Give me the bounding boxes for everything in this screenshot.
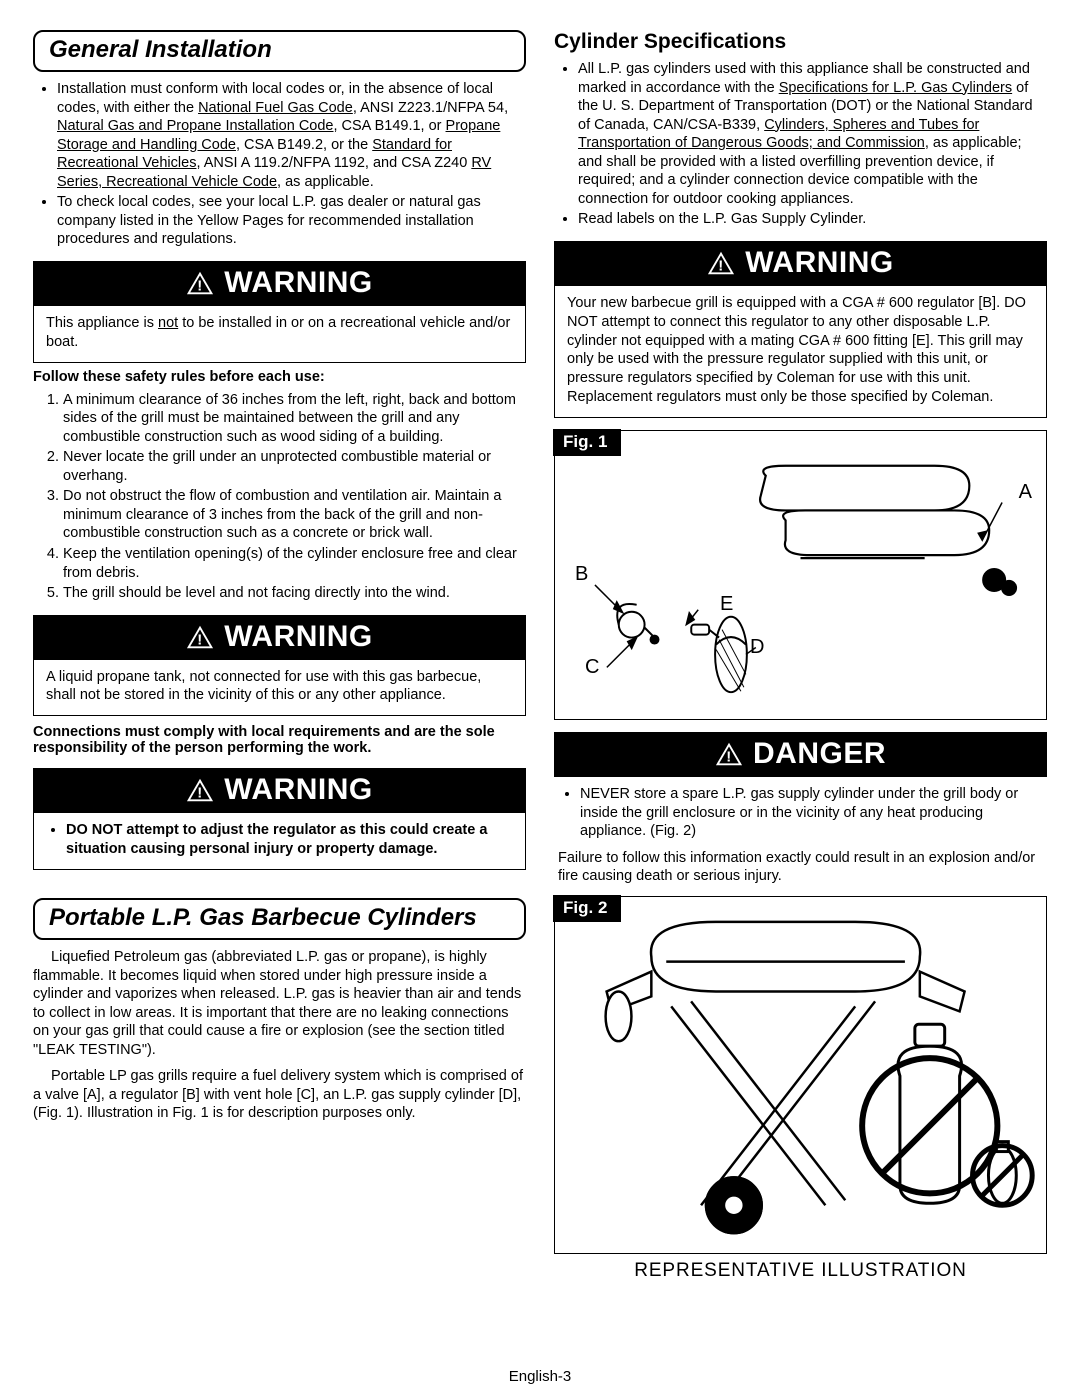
warning-body: Your new barbecue grill is equipped with…: [554, 286, 1047, 418]
warning-triangle-icon: !: [186, 777, 214, 803]
rule-item: The grill should be level and not facing…: [63, 584, 526, 603]
cylinder-spec-heading: Cylinder Specifications: [554, 30, 1047, 54]
warning-box-2: ! WARNING A liquid propane tank, not con…: [33, 615, 526, 717]
warning-label: WARNING: [745, 246, 894, 280]
warning-triangle-icon: !: [707, 250, 735, 276]
bullet: Installation must conform with local cod…: [57, 80, 526, 191]
figure-2-illustration: [555, 897, 1046, 1253]
rule-item: A minimum clearance of 36 inches from th…: [63, 391, 526, 447]
lp-paragraph-1: Liquefied Petroleum gas (abbreviated L.P…: [33, 948, 526, 1059]
danger-header: ! DANGER: [554, 732, 1047, 777]
rule-item: Never locate the grill under an unprotec…: [63, 448, 526, 485]
right-column: Cylinder Specifications All L.P. gas cyl…: [554, 30, 1047, 1282]
figure-2-caption: REPRESENTATIVE ILLUSTRATION: [554, 1260, 1047, 1282]
warning-header: ! WARNING: [33, 261, 526, 306]
figure-2-box: Fig. 2: [554, 896, 1047, 1254]
warning-header: ! WARNING: [33, 768, 526, 813]
fig1-label-a: A: [1019, 481, 1032, 504]
svg-text:!: !: [198, 277, 203, 294]
bullet: All L.P. gas cylinders used with this ap…: [578, 60, 1047, 208]
lp-paragraph-2: Portable LP gas grills require a fuel de…: [33, 1067, 526, 1123]
bullet: Read labels on the L.P. Gas Supply Cylin…: [578, 210, 1047, 229]
page: General Installation Installation must c…: [0, 0, 1080, 1327]
heading-lp-cylinders: Portable L.P. Gas Barbecue Cylinders: [49, 904, 510, 932]
warning-triangle-icon: !: [186, 270, 214, 296]
warning-triangle-icon: !: [715, 741, 743, 767]
cylinder-spec-bullets: All L.P. gas cylinders used with this ap…: [554, 60, 1047, 229]
heading-general-installation: General Installation: [49, 36, 510, 64]
danger-label: DANGER: [753, 737, 886, 771]
section-title-lp-cylinders: Portable L.P. Gas Barbecue Cylinders: [33, 898, 526, 940]
warning-label: WARNING: [224, 773, 373, 807]
figure-2-tab: Fig. 2: [553, 895, 621, 922]
left-column: General Installation Installation must c…: [33, 30, 526, 1282]
warning-text: DO NOT attempt to adjust the regulator a…: [66, 821, 513, 859]
connections-comply-text: Connections must comply with local requi…: [33, 724, 526, 756]
follow-rules-label: Follow these safety rules before each us…: [33, 369, 526, 385]
warning-box-4: ! WARNING Your new barbecue grill is equ…: [554, 241, 1047, 418]
danger-bullet: NEVER store a spare L.P. gas supply cyli…: [580, 785, 1043, 841]
svg-text:!: !: [198, 785, 203, 802]
section-title-general-installation: General Installation: [33, 30, 526, 72]
fig1-label-d: D: [750, 636, 764, 659]
rule-item: Keep the ventilation opening(s) of the c…: [63, 545, 526, 582]
svg-text:!: !: [719, 257, 724, 274]
svg-text:!: !: [198, 631, 203, 648]
bullet: To check local codes, see your local L.P…: [57, 193, 526, 249]
danger-body: NEVER store a spare L.P. gas supply cyli…: [554, 777, 1047, 886]
warning-triangle-icon: !: [186, 624, 214, 650]
page-footer: English-3: [0, 1368, 1080, 1385]
warning-box-3: ! WARNING DO NOT attempt to adjust the r…: [33, 768, 526, 870]
warning-box-1: ! WARNING This appliance is not to be in…: [33, 261, 526, 363]
warning-body: DO NOT attempt to adjust the regulator a…: [33, 813, 526, 870]
warning-header: ! WARNING: [33, 615, 526, 660]
rule-item: Do not obstruct the flow of combustion a…: [63, 487, 526, 543]
figure-1-box: Fig. 1: [554, 430, 1047, 720]
svg-text:!: !: [726, 748, 731, 765]
safety-rules-list: A minimum clearance of 36 inches from th…: [33, 391, 526, 603]
danger-paragraph: Failure to follow this information exact…: [558, 849, 1043, 886]
figure-1-illustration: [555, 431, 1046, 719]
warning-body: A liquid propane tank, not connected for…: [33, 660, 526, 717]
fig1-label-e: E: [720, 593, 733, 616]
general-install-bullets: Installation must conform with local cod…: [33, 80, 526, 249]
fig1-label-c: C: [585, 656, 599, 679]
warning-label: WARNING: [224, 620, 373, 654]
warning-body: This appliance is not to be installed in…: [33, 306, 526, 363]
danger-box: ! DANGER NEVER store a spare L.P. gas su…: [554, 732, 1047, 886]
warning-label: WARNING: [224, 266, 373, 300]
figure-1-tab: Fig. 1: [553, 429, 621, 456]
warning-header: ! WARNING: [554, 241, 1047, 286]
fig1-label-b: B: [575, 563, 588, 586]
